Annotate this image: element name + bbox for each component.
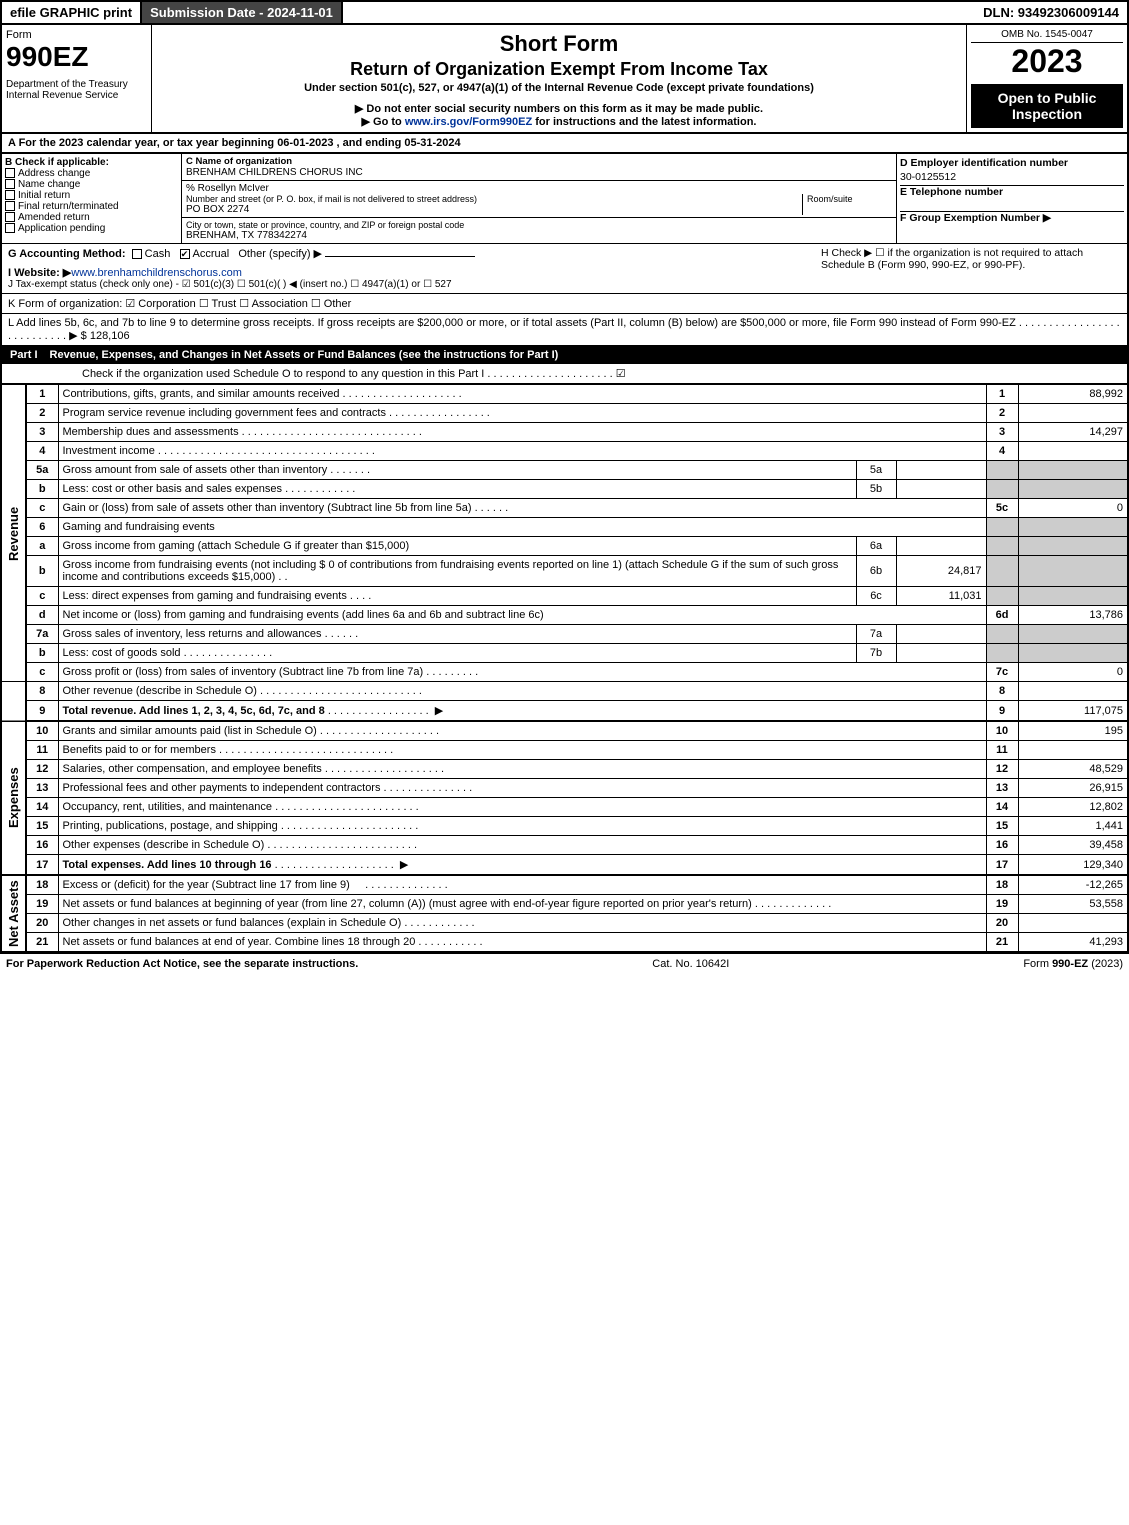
title-return: Return of Organization Exempt From Incom… — [156, 59, 962, 80]
line-12-val: 48,529 — [1018, 760, 1128, 779]
line-14-val: 12,802 — [1018, 798, 1128, 817]
block-bcd: B Check if applicable: Address change Na… — [0, 154, 1129, 244]
tax-year: 2023 — [971, 43, 1123, 80]
gross-receipts: 128,106 — [90, 330, 130, 342]
section-def: D Employer identification number 30-0125… — [897, 154, 1127, 243]
dept-label: Department of the Treasury Internal Reve… — [6, 79, 147, 101]
line-9-val: 117,075 — [1018, 701, 1128, 722]
form-header: Form 990EZ Department of the Treasury In… — [0, 25, 1129, 134]
line-7a-val — [896, 625, 986, 644]
section-l: L Add lines 5b, 6c, and 7b to line 9 to … — [0, 314, 1129, 346]
section-gh: G Accounting Method: Cash ✔Accrual Other… — [0, 244, 1129, 294]
line-6a-val — [896, 537, 986, 556]
schedule-o-check[interactable]: ☑ — [616, 368, 626, 380]
top-bar: efile GRAPHIC print Submission Date - 20… — [0, 0, 1129, 25]
line-10-val: 195 — [1018, 721, 1128, 741]
chk-cash[interactable] — [132, 249, 142, 259]
phone — [900, 198, 1124, 212]
omb: OMB No. 1545-0047 — [971, 29, 1123, 43]
inspection-badge: Open to Public Inspection — [971, 84, 1123, 128]
line-7c-val: 0 — [1018, 663, 1128, 682]
line-5a-val — [896, 461, 986, 480]
section-k: K Form of organization: ☑ Corporation ☐ … — [0, 294, 1129, 314]
revenue-label: Revenue — [1, 385, 26, 682]
city-state-zip: BRENHAM, TX 778342274 — [186, 230, 892, 241]
care-of: % Rosellyn McIver — [186, 183, 892, 194]
room-suite: Room/suite — [802, 194, 892, 215]
line-1-val: 88,992 — [1018, 385, 1128, 404]
part-i-check: Check if the organization used Schedule … — [0, 364, 1129, 384]
chk-name-change[interactable]: Name change — [5, 179, 178, 190]
line-5b-val — [896, 480, 986, 499]
line-6b-val: 24,817 — [896, 556, 986, 587]
section-a: A For the 2023 calendar year, or tax yea… — [0, 134, 1129, 154]
cat-no: Cat. No. 10642I — [652, 958, 729, 970]
net-assets-label: Net Assets — [1, 875, 26, 952]
section-b: B Check if applicable: Address change Na… — [2, 154, 182, 243]
ein: 30-0125512 — [900, 169, 1124, 186]
section-h: H Check ▶ ☐ if the organization is not r… — [821, 247, 1121, 290]
submission-date: Submission Date - 2024-11-01 — [142, 2, 343, 23]
title-short-form: Short Form — [156, 31, 962, 57]
website-link[interactable]: www.brenhamchildrenschorus.com — [71, 267, 242, 279]
line-21-val: 41,293 — [1018, 933, 1128, 953]
line-6d-val: 13,786 — [1018, 606, 1128, 625]
chk-address-change[interactable]: Address change — [5, 168, 178, 179]
dln: DLN: 93492306009144 — [975, 2, 1127, 23]
line-5c-val: 0 — [1018, 499, 1128, 518]
line-2-val — [1018, 404, 1128, 423]
website-row: I Website: ▶www.brenhamchildrenschorus.c… — [8, 266, 821, 279]
line-13-val: 26,915 — [1018, 779, 1128, 798]
line-8-val — [1018, 682, 1128, 701]
accounting-method: G Accounting Method: Cash ✔Accrual Other… — [8, 247, 821, 260]
form-word: Form — [6, 29, 147, 41]
part-i-header: Part I Revenue, Expenses, and Changes in… — [0, 346, 1129, 364]
ssn-note: ▶ Do not enter social security numbers o… — [156, 102, 962, 115]
expenses-label: Expenses — [1, 721, 26, 875]
street-address: PO BOX 2274 — [186, 204, 802, 215]
part-i-table: Revenue 1 Contributions, gifts, grants, … — [0, 384, 1129, 953]
chk-amended-return[interactable]: Amended return — [5, 212, 178, 223]
line-4-val — [1018, 442, 1128, 461]
line-15-val: 1,441 — [1018, 817, 1128, 836]
chk-initial-return[interactable]: Initial return — [5, 190, 178, 201]
chk-application-pending[interactable]: Application pending — [5, 223, 178, 234]
section-c: C Name of organization BRENHAM CHILDRENS… — [182, 154, 897, 243]
line-11-val — [1018, 741, 1128, 760]
line-20-val — [1018, 914, 1128, 933]
chk-accrual[interactable]: ✔ — [180, 249, 190, 259]
line-18-val: -12,265 — [1018, 875, 1128, 895]
subtitle: Under section 501(c), 527, or 4947(a)(1)… — [156, 82, 962, 94]
line-6c-val: 11,031 — [896, 587, 986, 606]
line-3-val: 14,297 — [1018, 423, 1128, 442]
page-footer: For Paperwork Reduction Act Notice, see … — [0, 953, 1129, 974]
line-19-val: 53,558 — [1018, 895, 1128, 914]
efile-label[interactable]: efile GRAPHIC print — [2, 2, 142, 23]
line-17-val: 129,340 — [1018, 855, 1128, 876]
line-16-val: 39,458 — [1018, 836, 1128, 855]
irs-link[interactable]: www.irs.gov/Form990EZ — [405, 116, 532, 128]
form-number: 990EZ — [6, 41, 147, 73]
org-name: BRENHAM CHILDRENS CHORUS INC — [186, 167, 892, 178]
chk-final-return[interactable]: Final return/terminated — [5, 201, 178, 212]
line-7b-val — [896, 644, 986, 663]
tax-exempt-status: J Tax-exempt status (check only one) - ☑… — [8, 279, 821, 290]
goto-note: ▶ Go to www.irs.gov/Form990EZ for instru… — [156, 115, 962, 128]
